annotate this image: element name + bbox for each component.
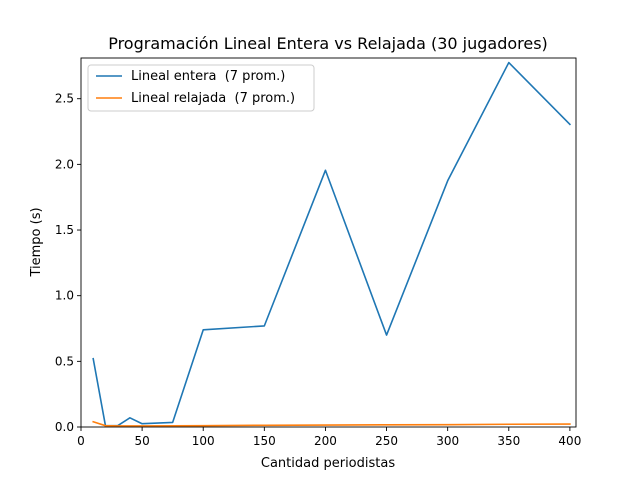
x-tick-label: 0 bbox=[77, 434, 85, 448]
x-tick-label: 50 bbox=[134, 434, 149, 448]
plot-area: 0 50 100 150 200 250 300 350 400 0.0 0.5 1.0 1.5 2.0 2… bbox=[55, 57, 581, 448]
x-tick-label: 350 bbox=[497, 434, 520, 448]
legend-label-2: Lineal relajada (7 prom.) bbox=[131, 91, 295, 106]
legend-label-1: Lineal entera (7 prom.) bbox=[131, 69, 285, 84]
x-tick-label: 400 bbox=[558, 434, 581, 448]
y-tick-label: 0.0 bbox=[55, 420, 74, 434]
legend-box bbox=[87, 64, 315, 112]
chart-title: Programación Lineal Entera vs Relajada (… bbox=[108, 34, 548, 53]
legend: Lineal entera (7 prom.) Lineal relajada (… bbox=[87, 64, 315, 112]
x-tick-label: 250 bbox=[375, 434, 398, 448]
x-tick-label: 100 bbox=[192, 434, 215, 448]
axes-frame bbox=[80, 57, 577, 428]
y-tick-label: 2.0 bbox=[55, 157, 74, 171]
x-axis-label: Cantidad periodistas bbox=[261, 456, 395, 471]
y-tick-label: 0.5 bbox=[55, 354, 74, 368]
y-axis-label: Tiempo (s) bbox=[29, 207, 44, 277]
x-tick-label: 300 bbox=[436, 434, 459, 448]
series-line-2 bbox=[92, 420, 571, 427]
y-tick-label: 2.5 bbox=[55, 92, 74, 106]
y-tick-label: 1.0 bbox=[55, 289, 74, 303]
x-tick-label: 200 bbox=[314, 434, 337, 448]
x-tick-label: 150 bbox=[253, 434, 276, 448]
y-tick-label: 1.5 bbox=[55, 223, 74, 237]
